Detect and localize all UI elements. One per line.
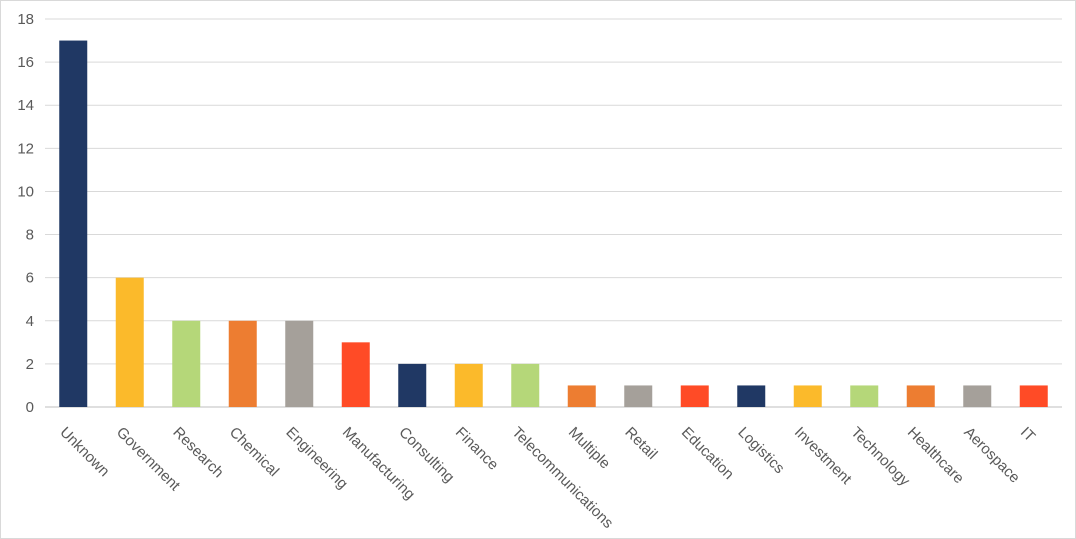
y-tick-label: 6 [26, 270, 34, 287]
y-tick-label: 10 [17, 183, 34, 200]
bar-healthcare [906, 385, 935, 407]
bar-it [1019, 385, 1048, 407]
bar-telecommunications [511, 363, 540, 407]
y-tick-label: 12 [17, 140, 34, 157]
x-tick-label-unknown: Unknown [56, 424, 112, 480]
x-tick-label-research: Research [169, 424, 226, 481]
bar-logistics [737, 385, 766, 407]
x-tick-label-investment: Investment [791, 424, 855, 488]
x-tick-label-technology: Technology [847, 424, 913, 490]
bar-engineering [285, 320, 314, 407]
gridlines [45, 18, 1062, 408]
bar-chemical [228, 320, 257, 407]
y-tick-label: 4 [26, 313, 34, 330]
bar-technology [850, 385, 879, 407]
y-tick-label: 14 [17, 97, 34, 114]
x-tick-label-telecommunications: Telecommunications [508, 424, 616, 532]
x-tick-label-retail: Retail [621, 424, 660, 463]
bar-retail [624, 385, 653, 407]
y-tick-label: 18 [17, 11, 34, 28]
bar-consulting [398, 363, 427, 407]
x-tick-label-finance: Finance [452, 424, 502, 474]
y-axis-ticks: 0 2 4 6 8 10 12 14 16 18 [17, 11, 34, 416]
bar-investment [793, 385, 822, 407]
bar-finance [454, 363, 483, 407]
x-tick-label-education: Education [678, 424, 737, 483]
x-tick-label-healthcare: Healthcare [904, 424, 967, 487]
x-tick-label-chemical: Chemical [226, 424, 282, 480]
bar-research [172, 320, 201, 407]
bar-multiple [567, 385, 596, 407]
bars [59, 40, 1048, 408]
x-tick-label-multiple: Multiple [565, 424, 614, 473]
bar-manufacturing [341, 342, 370, 407]
y-tick-label: 0 [26, 399, 34, 416]
bar-government [115, 277, 144, 407]
bar-unknown [59, 40, 88, 408]
bar-education [680, 385, 709, 407]
x-tick-label-aerospace: Aerospace [960, 424, 1023, 487]
y-tick-label: 8 [26, 227, 34, 244]
x-tick-label-it: IT [1017, 424, 1038, 445]
y-tick-label: 16 [17, 54, 34, 71]
bar-aerospace [963, 385, 992, 407]
x-tick-label-logistics: Logistics [734, 424, 787, 477]
y-tick-label: 2 [26, 356, 34, 373]
